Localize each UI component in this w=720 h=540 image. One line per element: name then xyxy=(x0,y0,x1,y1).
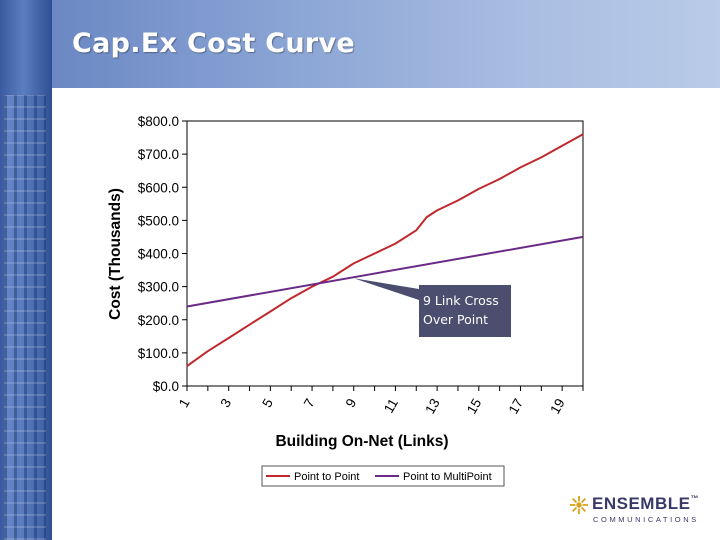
x-tick-label: 5 xyxy=(259,396,276,410)
x-tick-label: 7 xyxy=(301,396,318,410)
y-tick-label: $100.0 xyxy=(138,346,179,361)
slide-title: Cap.Ex Cost Curve xyxy=(72,28,355,59)
x-tick-label: 15 xyxy=(464,396,485,417)
annotation-text-line1: 9 Link Cross xyxy=(423,293,499,308)
series-line-point-to-point xyxy=(186,133,584,367)
y-tick-label: $600.0 xyxy=(138,180,179,195)
y-tick-label: $400.0 xyxy=(138,247,179,262)
x-axis-label: Building On-Net (Links) xyxy=(275,433,448,450)
y-axis-label: Cost (Thousands) xyxy=(107,188,124,320)
x-tick-label: 9 xyxy=(343,396,360,410)
series-layer xyxy=(186,133,584,367)
annotation-pointer xyxy=(353,278,419,300)
x-tick-label: 19 xyxy=(547,396,568,417)
y-tick-label: $700.0 xyxy=(138,147,179,162)
y-tick-label: $0.0 xyxy=(153,379,179,394)
series-line-point-to-multipoint xyxy=(186,235,584,308)
y-tick-label: $500.0 xyxy=(138,213,179,228)
y-tick-label: $800.0 xyxy=(138,114,179,129)
x-axis-ticks: 1 3 5 7 9 11 13 15 17 19 xyxy=(176,386,584,417)
ensemble-logo: ENSEMBLE™ COMMUNICATIONS xyxy=(568,494,708,530)
x-tick-label: 11 xyxy=(381,396,401,416)
logo-brand-text: ENSEMBLE™ xyxy=(592,494,699,513)
y-tick-label: $300.0 xyxy=(138,280,179,295)
building-photo-strip xyxy=(4,95,46,540)
y-axis-ticks: $0.0 $100.0 $200.0 $300.0 $400.0 $500.0 $600.0… xyxy=(138,114,187,394)
title-header-bar xyxy=(52,0,720,88)
annotation-box xyxy=(419,285,511,337)
left-decorative-band xyxy=(0,0,52,540)
plot-area xyxy=(186,120,584,387)
y-tick-label: $200.0 xyxy=(138,313,179,328)
logo-sub-text: COMMUNICATIONS xyxy=(593,515,699,524)
ensemble-star-icon xyxy=(570,496,588,514)
annotation-text-line2: Over Point xyxy=(423,312,488,327)
x-tick-label: 1 xyxy=(176,396,193,410)
x-tick-label: 3 xyxy=(218,396,235,410)
x-tick-label: 13 xyxy=(422,396,443,417)
x-tick-label: 17 xyxy=(506,396,527,417)
legend-label-point-to-multipoint: Point to MultiPoint xyxy=(403,471,492,483)
legend-label-point-to-point: Point to Point xyxy=(294,471,359,483)
